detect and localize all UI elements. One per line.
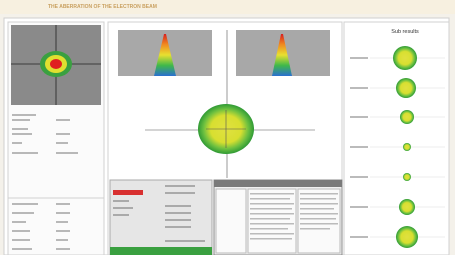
- screen: THE ABERRATION OF THE ELECTRON BEAM: [0, 0, 455, 255]
- status-bar: [110, 247, 212, 255]
- header-title: THE ABERRATION OF THE ELECTRON BEAM: [48, 4, 157, 10]
- page: {"header": {"title": "THE ABERRATION OF …: [0, 0, 455, 255]
- beam-spot-core: [50, 59, 62, 69]
- selected-item[interactable]: [113, 190, 143, 195]
- results-title: Sub results: [391, 29, 419, 35]
- log-titlebar: [214, 180, 342, 187]
- log-list: [216, 189, 246, 253]
